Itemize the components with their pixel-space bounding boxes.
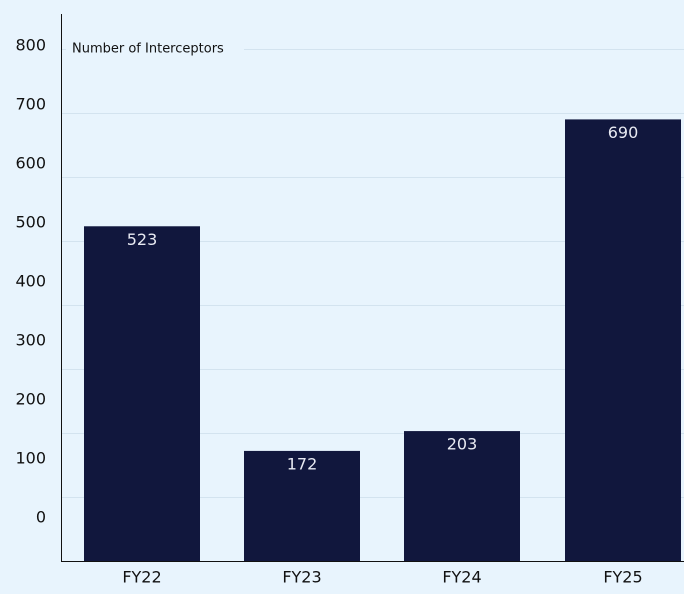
y-tick-label: 100 — [15, 449, 46, 468]
y-tick-label: 0 — [36, 508, 46, 527]
x-tick-label: FY24 — [442, 568, 481, 587]
y-tick-label: 200 — [15, 390, 46, 409]
y-tick-label: 500 — [15, 213, 46, 232]
y-tick-label: 600 — [15, 154, 46, 173]
y-tick-label: 300 — [15, 331, 46, 350]
bar-fy24 — [404, 431, 520, 561]
y-tick-label: 400 — [15, 272, 46, 291]
title-bg — [66, 38, 244, 60]
data-label: 523 — [127, 230, 158, 249]
y-tick-label: 800 — [15, 36, 46, 55]
data-label: 690 — [608, 123, 639, 142]
y-tick-label: 700 — [15, 95, 46, 114]
chart-title: Number of Interceptors — [72, 42, 224, 57]
x-tick-label: FY25 — [603, 568, 642, 587]
bar-fy25 — [565, 119, 681, 562]
data-label: 172 — [287, 454, 318, 473]
x-tick-label: FY23 — [282, 568, 321, 587]
bar-fy23 — [244, 450, 360, 561]
data-label: 203 — [447, 435, 478, 454]
bar-fy22 — [84, 226, 200, 561]
x-tick-label: FY22 — [122, 568, 161, 587]
